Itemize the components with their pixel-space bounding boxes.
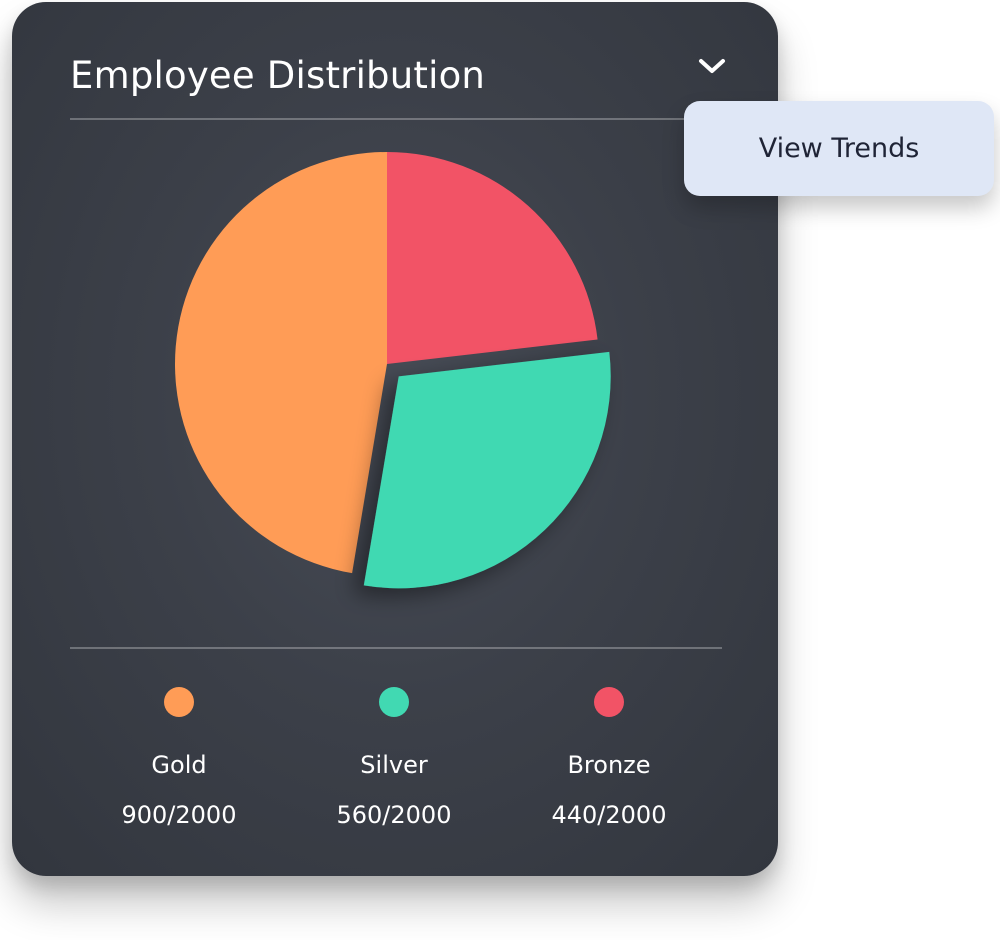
legend-divider [70, 647, 722, 649]
legend-dot-silver [379, 687, 409, 717]
legend-item-gold: Gold 900/2000 [79, 687, 279, 829]
pie-slice-gold [175, 152, 387, 574]
card-title: Employee Distribution [70, 54, 486, 97]
legend-value-silver: 560/2000 [336, 801, 452, 829]
legend-label-bronze: Bronze [567, 751, 651, 779]
pie-slice-silver [363, 351, 611, 589]
pie-chart [175, 152, 611, 589]
view-trends-menu-item[interactable]: View Trends [758, 133, 920, 164]
dropdown-menu: View Trends [684, 101, 994, 196]
legend-dot-gold [164, 687, 194, 717]
chevron-down-icon [699, 59, 725, 73]
title-divider [70, 118, 722, 120]
legend-label-gold: Gold [151, 751, 207, 779]
legend-item-bronze: Bronze 440/2000 [509, 687, 709, 829]
legend-value-bronze: 440/2000 [551, 801, 667, 829]
legend-label-silver: Silver [360, 751, 428, 779]
legend-dot-bronze [594, 687, 624, 717]
employee-distribution-card: Employee Distribution Gold 900/2000 Silv… [12, 2, 778, 876]
legend-value-gold: 900/2000 [121, 801, 237, 829]
legend-item-silver: Silver 560/2000 [294, 687, 494, 829]
pie-slice-bronze [387, 152, 598, 364]
card-menu-button[interactable] [692, 46, 732, 86]
